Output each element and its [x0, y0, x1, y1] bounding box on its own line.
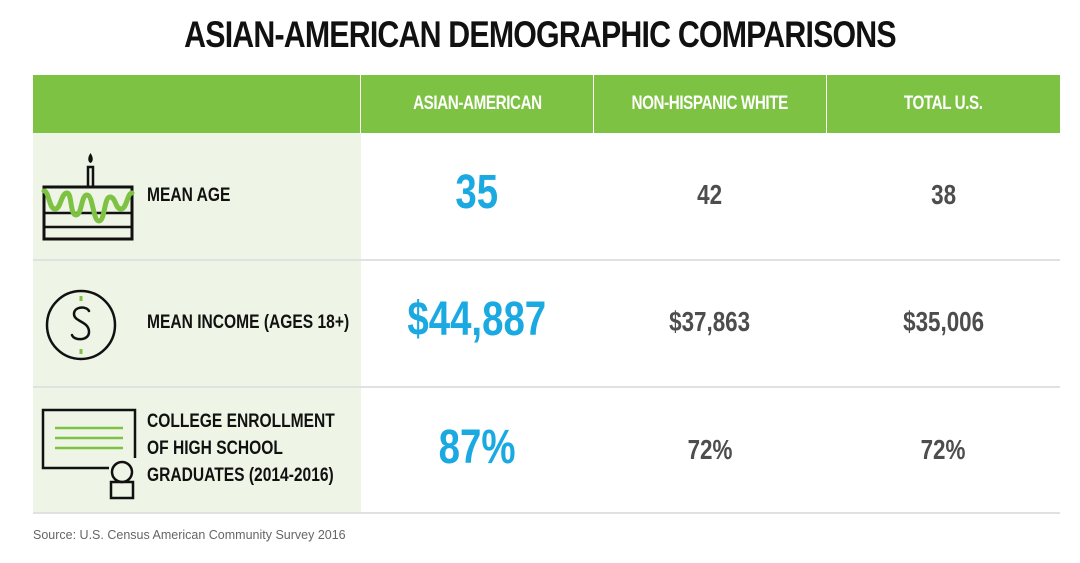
column-header-asian-american: ASIAN-AMERICAN: [412, 93, 542, 114]
column-header-total-us: TOTAL U.S.: [904, 93, 983, 114]
header-divider: [360, 75, 361, 133]
row-label-mean-age: MEAN AGE: [147, 185, 231, 206]
row-divider: [33, 259, 1060, 261]
source-note: Source: U.S. Census American Community S…: [33, 528, 346, 542]
value-non-hispanic-white-mean-age: 42: [697, 179, 723, 210]
comparison-table: ASIAN-AMERICAN NON-HISPANIC WHITE TOTAL …: [33, 75, 1060, 514]
value-non-hispanic-white-college-enrollment: 72%: [687, 434, 733, 465]
table-row: COLLEGE ENROLLMENT OF HIGH SCHOOL GRADUA…: [33, 388, 1060, 514]
page-title: ASIAN-AMERICAN DEMOGRAPHIC COMPARISONS: [184, 14, 896, 55]
value-non-hispanic-white-mean-income: $37,863: [669, 306, 751, 337]
birthday-cake-icon: [41, 153, 135, 241]
table-row: MEAN AGE 35 42 38: [33, 133, 1060, 259]
header-divider: [593, 75, 594, 133]
row-divider: [33, 512, 1060, 514]
table-header: ASIAN-AMERICAN NON-HISPANIC WHITE TOTAL …: [33, 75, 1060, 133]
value-asian-american-college-enrollment: 87%: [438, 421, 516, 474]
value-total-us-college-enrollment: 72%: [921, 434, 966, 465]
diploma-certificate-icon: [41, 408, 137, 500]
row-label-college-enrollment: COLLEGE ENROLLMENT OF HIGH SCHOOL GRADUA…: [147, 411, 335, 486]
header-divider: [826, 75, 827, 133]
row-divider: [33, 386, 1060, 388]
row-label-mean-income: MEAN INCOME (AGES 18+): [147, 312, 350, 333]
dollar-coin-icon: [45, 289, 117, 361]
table-row: MEAN INCOME (AGES 18+) $44,887 $37,863 $…: [33, 261, 1060, 386]
column-header-non-hispanic-white: NON-HISPANIC WHITE: [631, 93, 789, 114]
value-asian-american-mean-income: $44,887: [407, 293, 547, 346]
value-asian-american-mean-age: 35: [455, 166, 499, 219]
value-total-us-mean-age: 38: [931, 179, 956, 210]
value-total-us-mean-income: $35,006: [903, 306, 984, 337]
